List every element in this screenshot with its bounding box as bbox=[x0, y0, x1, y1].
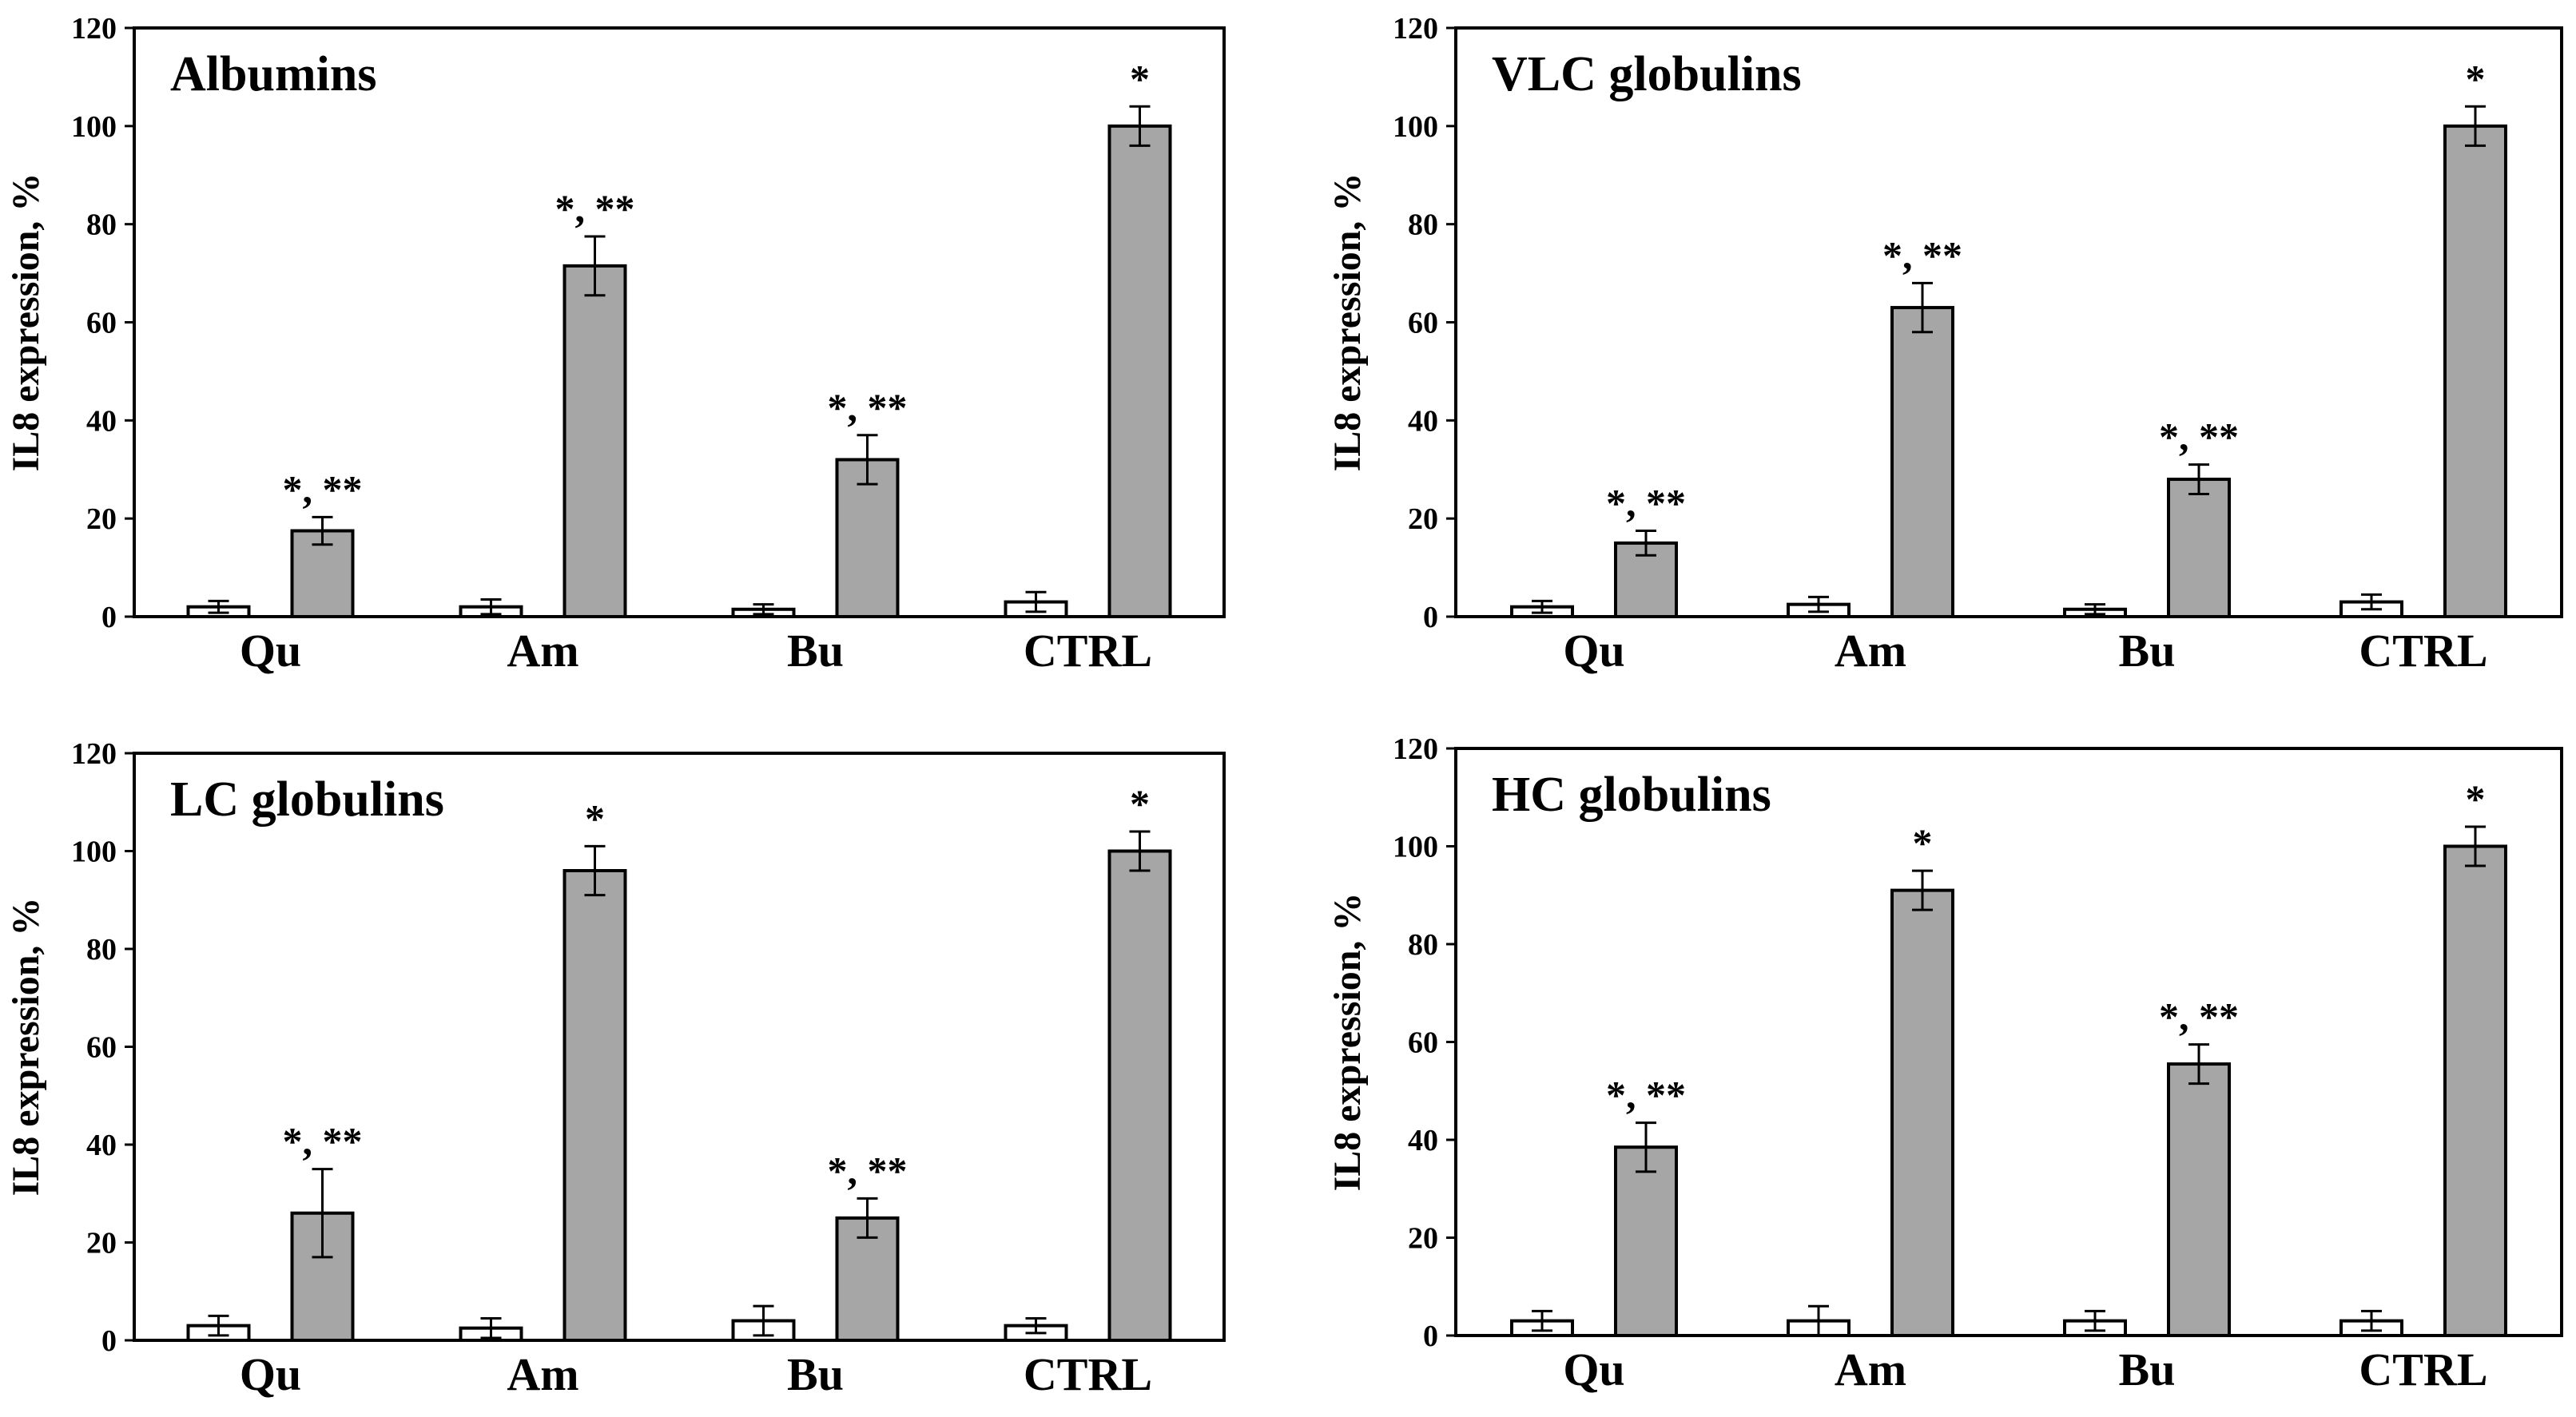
x-category-label: CTRL bbox=[2359, 625, 2487, 677]
bar-gray bbox=[2167, 478, 2231, 618]
x-category-label: Bu bbox=[787, 625, 844, 677]
y-tick-label: 60 bbox=[86, 1031, 117, 1065]
bar-gray bbox=[563, 869, 627, 1342]
y-tick-label: 80 bbox=[1408, 928, 1438, 962]
y-axis-title: IL8 expression, % bbox=[1326, 173, 1369, 472]
y-tick-label: 120 bbox=[71, 12, 117, 46]
significance-label: * bbox=[2466, 56, 2486, 101]
y-tick-label: 40 bbox=[1408, 1124, 1438, 1157]
x-category-label: Bu bbox=[787, 1348, 844, 1400]
x-category-label: Am bbox=[1835, 625, 1906, 677]
y-tick-label: 40 bbox=[86, 1129, 117, 1162]
y-tick-label: 120 bbox=[1393, 12, 1438, 46]
x-category-label: Qu bbox=[240, 1348, 301, 1400]
bar-gray bbox=[835, 458, 900, 619]
x-category-label: Am bbox=[1835, 1344, 1906, 1395]
y-tick-label: 60 bbox=[1408, 307, 1438, 340]
significance-label: * bbox=[1913, 820, 1933, 865]
y-tick-label: 80 bbox=[86, 208, 117, 242]
y-tick-label: 20 bbox=[1408, 1222, 1438, 1256]
y-tick-label: 40 bbox=[86, 404, 117, 438]
x-category-label: Bu bbox=[2119, 1344, 2176, 1395]
x-category-label: Qu bbox=[1563, 1344, 1624, 1395]
y-tick-label: 0 bbox=[1423, 601, 1438, 634]
significance-label: *, ** bbox=[283, 1119, 363, 1164]
y-tick-label: 0 bbox=[1423, 1320, 1438, 1353]
y-tick-label: 0 bbox=[101, 601, 117, 634]
y-tick-label: 20 bbox=[1408, 502, 1438, 536]
significance-label: * bbox=[2466, 776, 2486, 821]
significance-label: *, ** bbox=[1882, 232, 1962, 277]
x-category-label: Am bbox=[507, 1348, 578, 1400]
significance-label: *, ** bbox=[2159, 994, 2239, 1039]
y-tick-label: 100 bbox=[1393, 831, 1438, 864]
y-tick-label: 80 bbox=[86, 933, 117, 966]
bar-gray bbox=[2443, 124, 2507, 619]
bar-gray bbox=[1890, 888, 1954, 1337]
y-tick-label: 40 bbox=[1408, 404, 1438, 438]
bar-gray bbox=[563, 264, 627, 618]
plot-frame bbox=[133, 26, 1226, 618]
y-tick-label: 100 bbox=[1393, 110, 1438, 144]
x-category-label: Qu bbox=[1563, 625, 1624, 677]
chart-title: HC globulins bbox=[1492, 768, 1771, 822]
x-category-label: CTRL bbox=[2359, 1344, 2487, 1395]
y-tick-label: 120 bbox=[1393, 732, 1438, 766]
significance-label: * bbox=[585, 796, 605, 840]
x-category-label: Am bbox=[507, 625, 578, 677]
y-tick-label: 20 bbox=[86, 1227, 117, 1260]
y-tick-label: 60 bbox=[1408, 1026, 1438, 1060]
chart-title: VLC globulins bbox=[1492, 47, 1802, 101]
y-tick-label: 0 bbox=[101, 1324, 117, 1358]
chart-panel-0: 0 20 40 60 80 100 120 IL8 expression, % Albumins… bbox=[5, 12, 1226, 677]
y-tick-label: 60 bbox=[86, 307, 117, 340]
bar-gray bbox=[1890, 306, 1954, 618]
y-tick-label: 100 bbox=[71, 110, 117, 144]
y-axis-title: IL8 expression, % bbox=[5, 898, 47, 1197]
y-tick-label: 120 bbox=[71, 737, 117, 771]
significance-label: *, ** bbox=[1606, 481, 1686, 526]
significance-label: *, ** bbox=[555, 186, 635, 231]
significance-label: *, ** bbox=[1606, 1073, 1686, 1117]
y-tick-label: 20 bbox=[86, 502, 117, 536]
bar-gray bbox=[1614, 1145, 1678, 1337]
chart-panel-3: 0 20 40 60 80 100 120 IL8 expression, % HC globu… bbox=[1326, 732, 2563, 1395]
significance-label: * bbox=[1130, 781, 1150, 826]
bar-gray bbox=[2443, 844, 2507, 1337]
bar-gray bbox=[1107, 124, 1172, 619]
plot-frame bbox=[1454, 26, 2563, 618]
chart-panel-2: 0 20 40 60 80 100 120 IL8 expression, % LC globu… bbox=[5, 737, 1226, 1400]
chart-title: Albumins bbox=[170, 47, 376, 101]
x-category-label: Qu bbox=[240, 625, 301, 677]
bar-gray bbox=[2167, 1062, 2231, 1337]
y-axis-title: IL8 expression, % bbox=[1326, 893, 1369, 1192]
significance-label: * bbox=[1130, 56, 1150, 101]
chart-title: LC globulins bbox=[170, 772, 444, 827]
bar-gray bbox=[1107, 849, 1172, 1342]
y-tick-label: 100 bbox=[71, 836, 117, 869]
x-category-label: Bu bbox=[2119, 625, 2176, 677]
x-category-label: CTRL bbox=[1024, 1348, 1152, 1400]
significance-label: *, ** bbox=[828, 1148, 908, 1193]
y-tick-label: 80 bbox=[1408, 208, 1438, 242]
significance-label: *, ** bbox=[828, 385, 908, 430]
significance-label: *, ** bbox=[2159, 415, 2239, 459]
significance-label: *, ** bbox=[283, 466, 363, 511]
x-category-label: CTRL bbox=[1024, 625, 1152, 677]
chart-panel-1: 0 20 40 60 80 100 120 IL8 expression, % VLC glob… bbox=[1326, 12, 2563, 677]
y-axis-title: IL8 expression, % bbox=[5, 173, 47, 472]
